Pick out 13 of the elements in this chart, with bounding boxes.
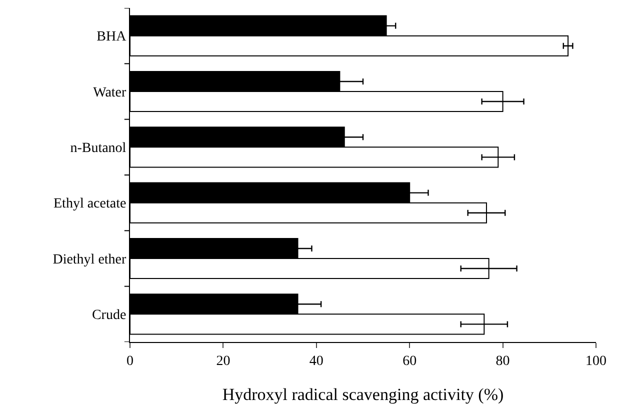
- y-tick-label: Diethyl ether: [52, 252, 127, 268]
- y-tick-label: Crude: [92, 308, 126, 324]
- x-tick-label: 20: [216, 354, 230, 369]
- x-tick-label: 0: [126, 354, 134, 369]
- x-axis-title: Hydroxyl radical scavenging activity (%): [222, 385, 504, 404]
- y-tick-label: n-Butanol: [70, 141, 126, 156]
- y-tick-label: Ethyl acetate: [54, 196, 126, 212]
- y-tick-label: Water: [93, 85, 127, 100]
- x-tick-label: 60: [402, 354, 417, 369]
- x-tick-label: 100: [586, 354, 606, 369]
- y-tick-label: BHA: [96, 30, 128, 45]
- x-tick-label: 40: [309, 354, 324, 369]
- x-tick-label: 80: [496, 354, 510, 369]
